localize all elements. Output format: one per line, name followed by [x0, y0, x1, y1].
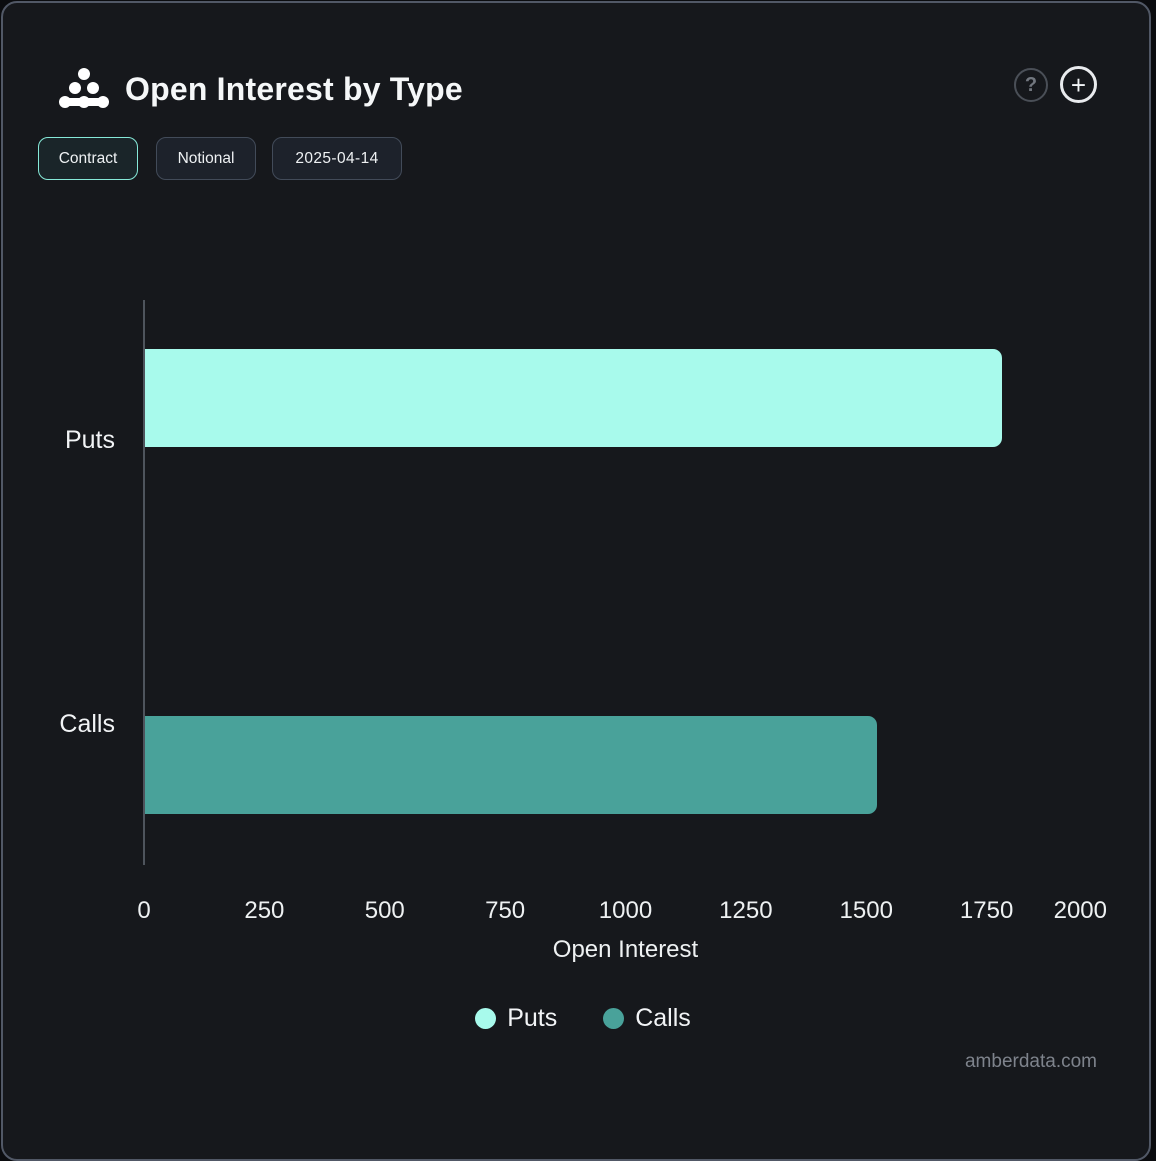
y-axis-line [143, 300, 145, 865]
x-tick-1750: 1750 [959, 897, 1014, 924]
x-tick-1250: 1250 [719, 897, 773, 924]
x-tick-750: 750 [485, 897, 526, 924]
notional-toggle-button[interactable]: Notional [156, 137, 256, 180]
legend-item-calls[interactable]: Calls [603, 1004, 691, 1033]
x-tick-0: 0 [137, 897, 151, 924]
legend-label-puts: Puts [507, 1004, 558, 1032]
x-axis-ticks: 0 250 500 750 1000 1250 1500 1750 2000 [3, 897, 1156, 927]
x-tick-1000: 1000 [598, 897, 653, 924]
x-tick-500: 500 [364, 897, 405, 924]
x-tick-250: 250 [244, 897, 285, 924]
date-selector-button[interactable]: 2025-04-14 [272, 137, 402, 180]
calls-swatch-icon [603, 1008, 625, 1029]
y-axis-label-puts: Puts [64, 426, 115, 454]
amberdata-logo-icon [59, 68, 109, 108]
legend-item-puts[interactable]: Puts [475, 1004, 557, 1033]
y-axis-label-calls: Calls [59, 710, 115, 738]
chart-legend: Puts Calls [3, 1004, 1156, 1033]
help-button[interactable]: ? [1014, 68, 1048, 102]
question-icon: ? [1024, 73, 1038, 96]
page-title: Open Interest by Type [125, 71, 463, 107]
x-axis-title: Open Interest [552, 936, 699, 963]
x-tick-2000: 2000 [1053, 897, 1107, 924]
bar-calls[interactable] [145, 716, 877, 814]
watermark: amberdata.com [964, 1051, 1097, 1072]
x-tick-1500: 1500 [839, 897, 893, 924]
contract-toggle-button[interactable]: Contract [38, 137, 138, 180]
bar-puts[interactable] [145, 349, 1002, 447]
add-button[interactable]: + [1060, 66, 1097, 103]
legend-label-calls: Calls [635, 1004, 691, 1032]
puts-swatch-icon [475, 1008, 497, 1029]
